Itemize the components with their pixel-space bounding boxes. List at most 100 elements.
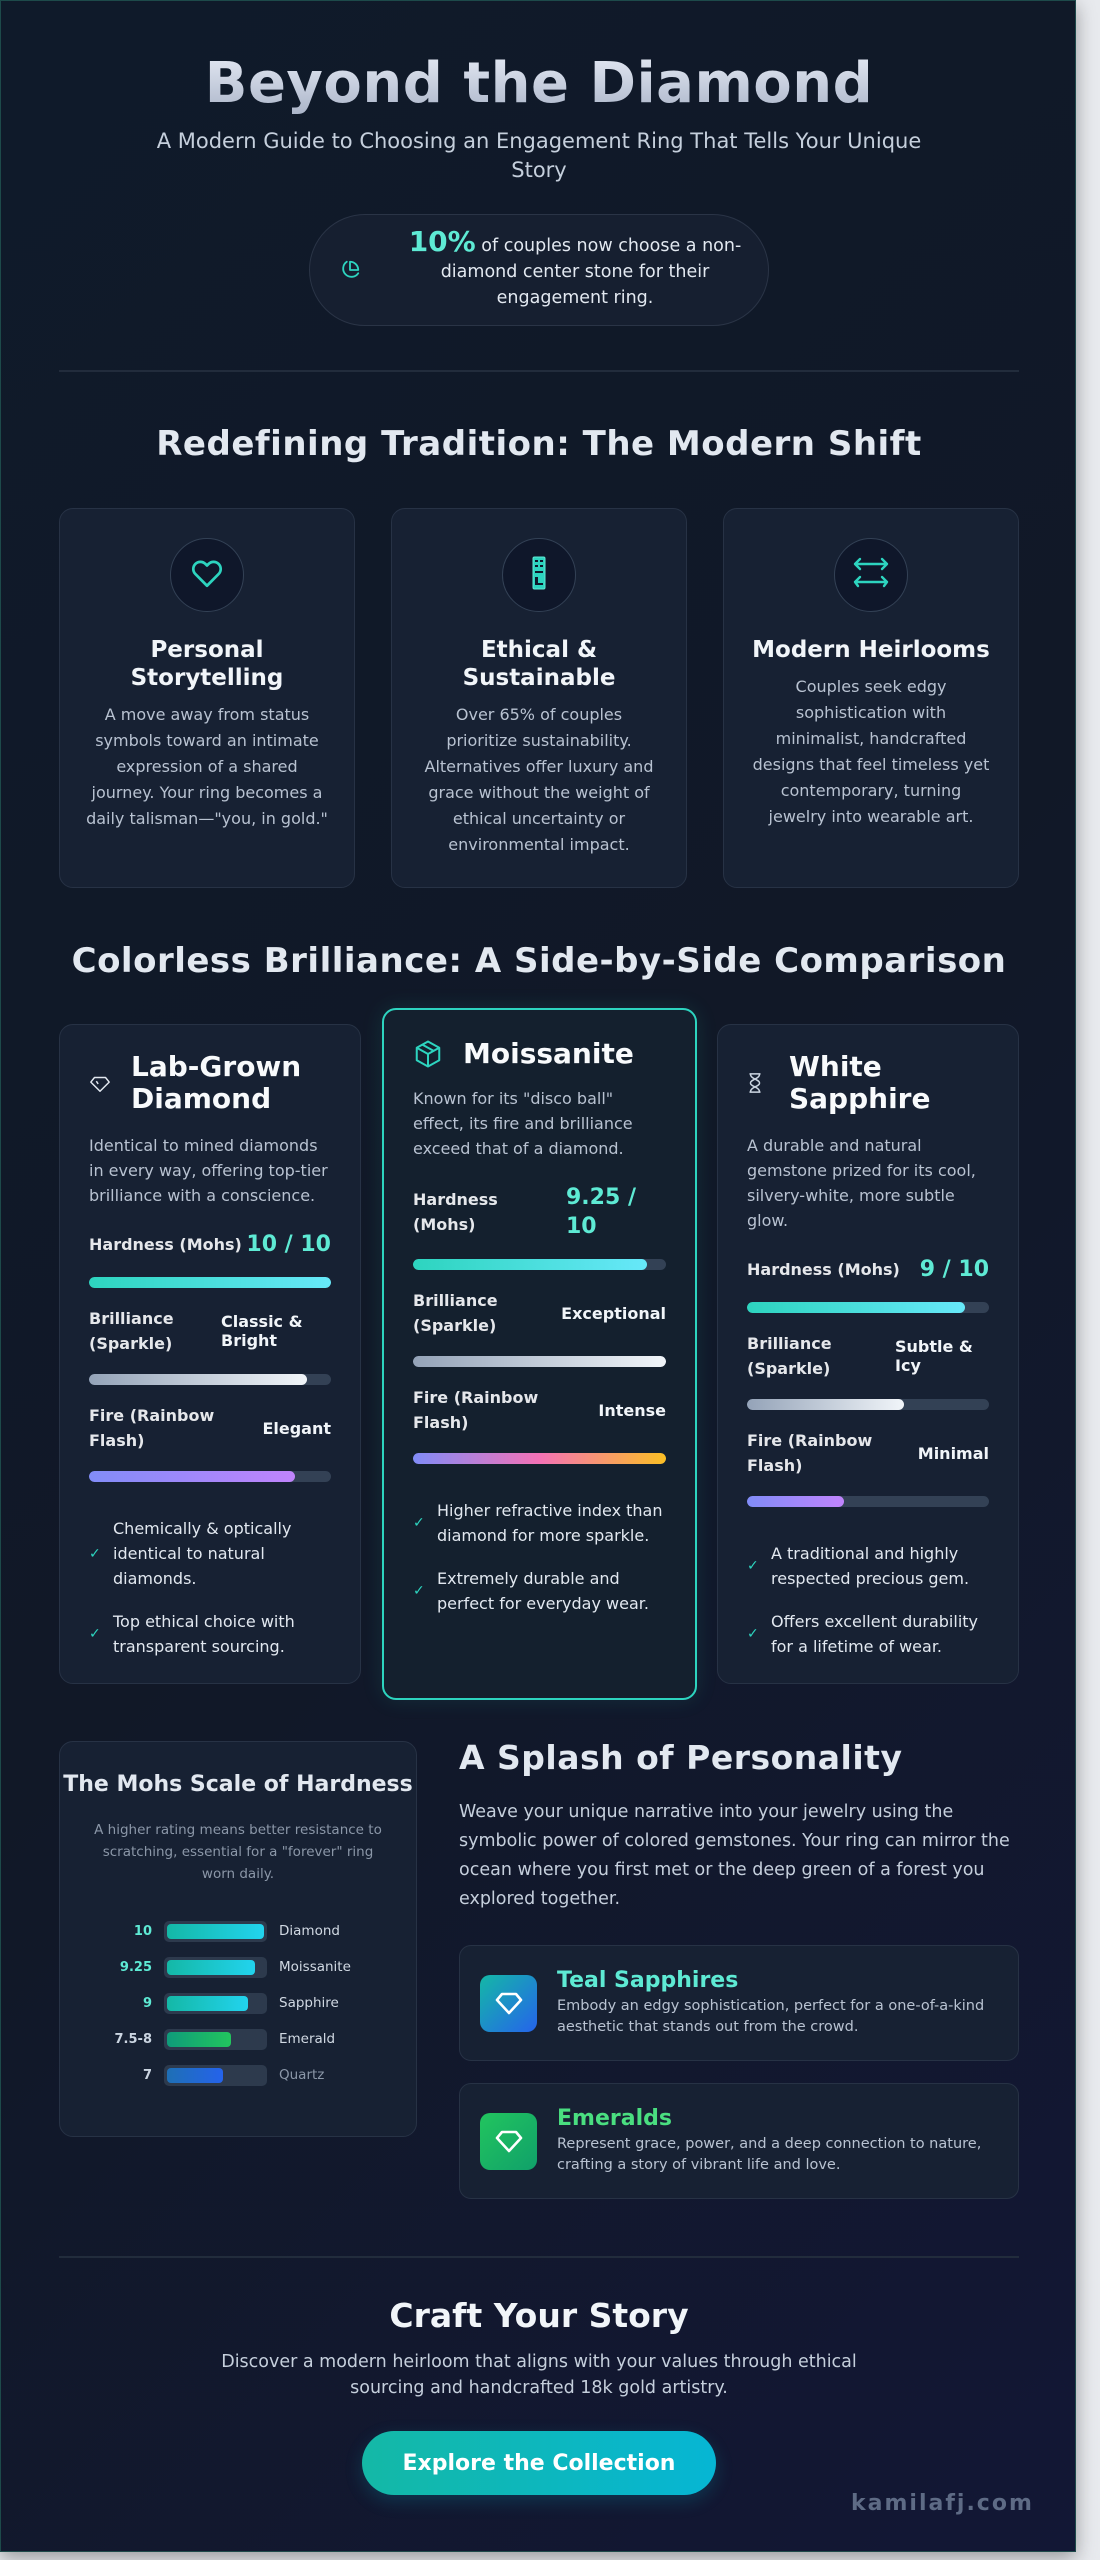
mohs-bar [167, 2031, 232, 2047]
stone-name: White Sapphire [789, 1050, 931, 1115]
section-divider [59, 2256, 1019, 2258]
check-item: ✓ Offers excellent durability for a life… [747, 1612, 978, 1656]
mohs-row: 9.25 Moissanite [60, 1949, 416, 1985]
check-icon: ✓ [747, 1626, 759, 1642]
brilliance-bar [747, 1399, 989, 1410]
fire-value: Minimal [917, 1443, 989, 1463]
fire-bar [413, 1453, 666, 1464]
gem-description: Represent grace, power, and a deep conne… [557, 2136, 982, 2173]
gem-card-emeralds: Emeralds Represent grace, power, and a d… [459, 2083, 1019, 2199]
feature-card-heirlooms: Modern Heirlooms Couples seek edgy sophi… [723, 508, 1019, 888]
brilliance-label: Brilliance (Sparkle) [747, 1334, 832, 1378]
brilliance-label: Brilliance (Sparkle) [89, 1309, 174, 1353]
hardness-value: 10 / 10 [246, 1232, 331, 1257]
mohs-value: 9 [142, 1995, 152, 2011]
splash-heading: A Splash of Personality [459, 1738, 903, 1777]
mohs-value: 7 [142, 2067, 152, 2083]
feature-title: Ethical & Sustainable [462, 637, 616, 691]
check-item: ✓ Chemically & optically identical to na… [89, 1519, 292, 1588]
mohs-row: 9 Sapphire [60, 1985, 416, 2021]
mohs-bar [167, 1959, 256, 1975]
mohs-bar [167, 1995, 248, 2011]
mohs-stone: Moissanite [279, 1959, 351, 1975]
fire-label: Fire (Rainbow Flash) [89, 1406, 215, 1450]
hardness-bar [747, 1302, 989, 1313]
check-item: ✓ Top ethical choice with transparent so… [89, 1612, 295, 1656]
check-item: ✓ A traditional and highly respected pre… [747, 1544, 970, 1588]
pie-chart-icon [339, 259, 361, 281]
brilliance-bar [89, 1374, 331, 1385]
stat-callout: 10% of couples now choose a non-diamond … [309, 214, 769, 326]
feature-title: Personal Storytelling [130, 637, 284, 691]
mohs-row: 7 Quartz [60, 2057, 416, 2093]
brilliance-value: Subtle & Icy [895, 1337, 973, 1375]
fire-value: Elegant [262, 1418, 331, 1438]
stone-description: Known for its "disco ball" effect, its f… [413, 1089, 633, 1158]
gem-description: Embody an edgy sophistication, perfect f… [557, 1998, 985, 2035]
mohs-title: The Mohs Scale of Hardness [63, 1772, 413, 1797]
check-icon: ✓ [413, 1515, 425, 1531]
explore-collection-button[interactable]: Explore the Collection [362, 2431, 716, 2495]
mohs-subtitle: A higher rating means better resistance … [94, 1822, 382, 1882]
fire-value: Intense [598, 1400, 666, 1420]
mohs-chart: 10 Diamond 9.25 Moissanite 9 Sapphire 7.… [60, 1913, 416, 2093]
missing-glyph-icon [532, 556, 546, 594]
mohs-stone: Diamond [279, 1923, 340, 1939]
watermark: kamilafj.com [851, 2491, 1034, 2516]
hardness-label: Hardness (Mohs) [89, 1235, 242, 1254]
feature-card-storytelling: Personal Storytelling A move away from s… [59, 508, 355, 888]
mohs-stone: Quartz [279, 2067, 325, 2083]
fire-bar [747, 1496, 989, 1507]
mohs-bar [167, 2067, 224, 2083]
mohs-bar [167, 1923, 264, 1939]
mohs-value: 10 [133, 1923, 152, 1939]
comparison-card-white-sapphire: White Sapphire A durable and natural gem… [717, 1024, 1019, 1684]
page-subtitle: A Modern Guide to Choosing an Engagement… [156, 129, 922, 182]
stat-description: of couples now choose a non-diamond cent… [440, 236, 742, 308]
stone-description: A durable and natural gemstone prized fo… [747, 1136, 976, 1230]
stat-value: 10% [408, 225, 476, 258]
check-icon: ✓ [747, 1558, 759, 1574]
stat-text: 10% of couples now choose a non-diamond … [405, 228, 745, 311]
comparison-card-lab-grown: Lab-Grown Diamond Identical to mined dia… [59, 1024, 361, 1684]
feature-card-ethical: Ethical & Sustainable Over 65% of couple… [391, 508, 687, 888]
brilliance-value: Classic & Bright [221, 1312, 303, 1350]
check-icon: ✓ [413, 1583, 425, 1599]
mohs-scale-card: The Mohs Scale of Hardness A higher rati… [59, 1741, 417, 2137]
gem-icon [480, 1974, 537, 2032]
gem-card-teal-sapphires: Teal Sapphires Embody an edgy sophistica… [459, 1945, 1019, 2061]
section-divider [59, 370, 1019, 372]
fire-label: Fire (Rainbow Flash) [413, 1388, 539, 1432]
hourglass-icon [747, 1072, 783, 1094]
gem-name: Emeralds [557, 2106, 672, 2131]
gem-name: Teal Sapphires [557, 1968, 739, 1993]
hardness-label: Hardness (Mohs) [747, 1260, 900, 1279]
page-title: Beyond the Diamond [1, 51, 1077, 116]
hardness-bar [413, 1259, 666, 1270]
stone-name: Lab-Grown Diamond [131, 1050, 302, 1115]
diamond-outline-icon [89, 1072, 125, 1094]
mohs-stone: Emerald [279, 2031, 336, 2047]
fire-bar [89, 1471, 331, 1482]
feature-title: Modern Heirlooms [752, 637, 990, 663]
cta-description: Discover a modern heirloom that aligns w… [221, 2352, 857, 2398]
feature-description: A move away from status symbols toward a… [86, 705, 328, 828]
check-item: ✓ Higher refractive index than diamond f… [413, 1501, 663, 1545]
hardness-bar [89, 1277, 331, 1288]
stone-description: Identical to mined diamonds in every way… [89, 1136, 328, 1205]
splash-description: Weave your unique narrative into your je… [459, 1802, 1010, 1909]
tradition-heading: Redefining Tradition: The Modern Shift [156, 424, 922, 464]
mohs-value: 7.5-8 [114, 2031, 152, 2047]
stone-name: Moissanite [463, 1037, 634, 1070]
mohs-row: 10 Diamond [60, 1913, 416, 1949]
cta-heading: Craft Your Story [389, 2296, 689, 2335]
brilliance-label: Brilliance (Sparkle) [413, 1291, 498, 1335]
heart-icon [189, 555, 225, 595]
check-item: ✓ Extremely durable and perfect for ever… [413, 1569, 649, 1613]
hardness-value: 9.25 / 10 [566, 1185, 636, 1239]
check-icon: ✓ [89, 1545, 101, 1562]
gem-icon [480, 2112, 537, 2170]
hardness-value: 9 / 10 [919, 1257, 989, 1282]
hardness-label: Hardness (Mohs) [413, 1190, 498, 1234]
cube-icon [413, 1039, 457, 1069]
